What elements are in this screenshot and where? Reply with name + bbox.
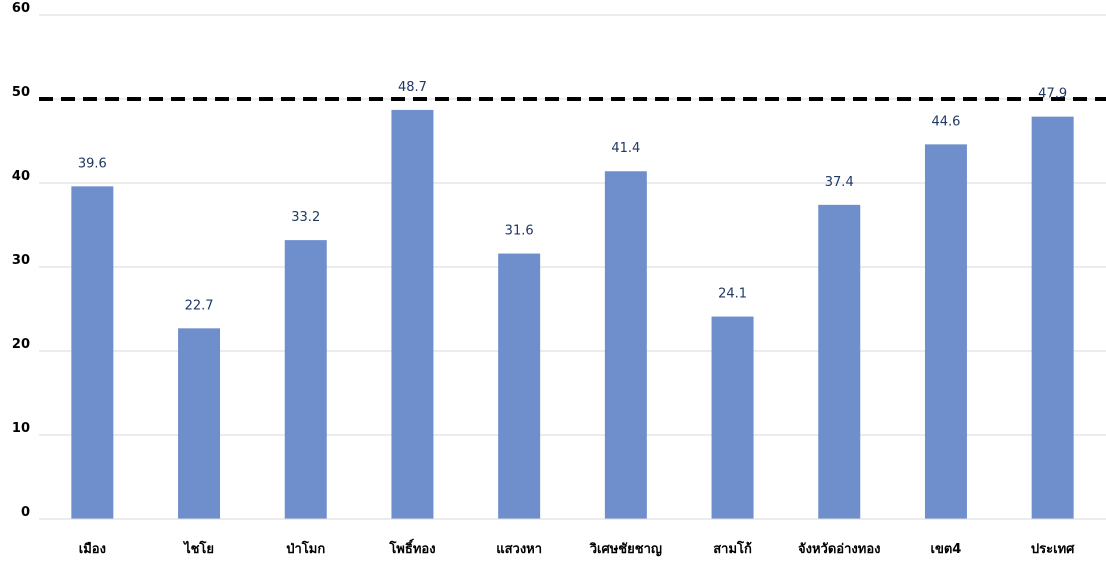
x-tick-label: โพธิ์ทอง (388, 538, 435, 557)
bars (71, 109, 1074, 520)
y-axis: 0 10 20 30 40 50 60 (12, 1, 30, 520)
bar (604, 171, 647, 520)
x-tick-label: จังหวัดอ่างทอง (798, 542, 880, 557)
y-tick-label: 10 (12, 421, 30, 436)
bar (818, 204, 861, 519)
data-label: 37.4 (825, 175, 854, 190)
data-label: 39.6 (78, 156, 107, 171)
data-label: 47.9 (1038, 87, 1067, 102)
y-tick-label: 30 (12, 253, 30, 268)
data-label: 33.2 (291, 210, 320, 225)
x-tick-label: ไชโย (182, 540, 214, 557)
bar (71, 186, 114, 520)
bar (391, 109, 434, 520)
x-tick-label: ประเทศ (1031, 542, 1075, 557)
x-tick-label: วิเศษชัยชาญ (589, 542, 662, 557)
bar (1031, 116, 1074, 519)
bar (711, 316, 754, 519)
data-label: 24.1 (718, 287, 747, 302)
x-tick-label: เขต4 (931, 542, 962, 557)
x-tick-label: สามโก้ (713, 540, 752, 557)
x-tick-label: ป่าโมก (286, 540, 325, 557)
data-label: 41.4 (611, 141, 640, 156)
x-tick-label: แสวงหา (496, 542, 542, 557)
y-tick-label: 0 (21, 505, 30, 520)
bar (498, 253, 541, 519)
x-axis: เมือง ไชโย ป่าโมก โพธิ์ทอง แสวงหา วิเศษชัยชาญ… (79, 538, 1075, 557)
bar (284, 240, 327, 519)
y-tick-label: 40 (12, 169, 30, 184)
bar (924, 144, 967, 520)
data-label: 31.6 (505, 224, 534, 239)
y-tick-label: 60 (12, 1, 30, 16)
data-labels: 39.6 22.7 33.2 48.7 31.6 41.4 24.1 37.4 44.6 47.9 (78, 80, 1067, 313)
data-label: 22.7 (185, 298, 214, 313)
data-label: 48.7 (398, 80, 427, 95)
y-tick-label: 20 (12, 337, 30, 352)
x-tick-label: เมือง (79, 541, 106, 557)
y-tick-label: 50 (12, 85, 30, 100)
bar (178, 328, 221, 519)
data-label: 44.6 (931, 114, 960, 129)
